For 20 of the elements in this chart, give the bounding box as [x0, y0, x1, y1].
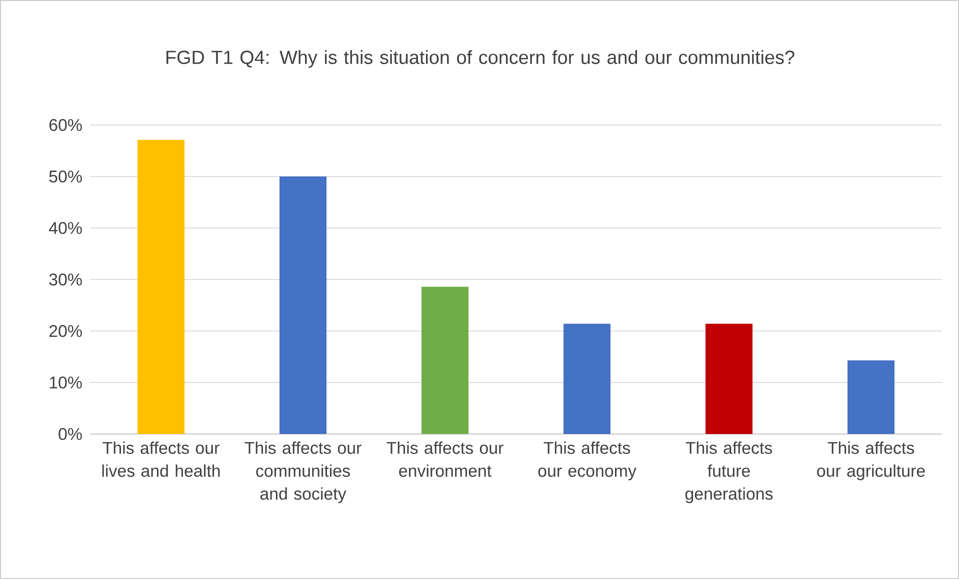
y-tick-label: 30% — [49, 274, 82, 286]
x-tick-label: This affects our agriculture — [817, 442, 925, 480]
y-tick-label: 40% — [48, 222, 82, 234]
bar — [564, 324, 611, 434]
chart-title: FGD T1 Q4: Why is this situation of concern for us and our communities? — [166, 50, 794, 68]
y-tick-label: 0% — [58, 428, 82, 440]
y-tick-label: 20% — [49, 325, 82, 337]
bar — [280, 176, 327, 434]
x-tick-label: This affects our environment — [386, 442, 504, 477]
x-tick-label: This affects our lives and health — [102, 442, 220, 477]
y-tick-label: 10% — [50, 376, 82, 388]
bar — [422, 286, 469, 434]
bar — [848, 360, 895, 434]
x-tick-label: This affects future generations — [685, 442, 773, 504]
bar — [138, 140, 184, 434]
bar — [706, 324, 753, 434]
x-tick-label: This affects our economy — [538, 442, 636, 480]
x-tick-label: This affects our communities and society — [244, 442, 362, 504]
y-tick-label: 50% — [49, 170, 82, 183]
y-tick-label: 60% — [49, 119, 82, 132]
